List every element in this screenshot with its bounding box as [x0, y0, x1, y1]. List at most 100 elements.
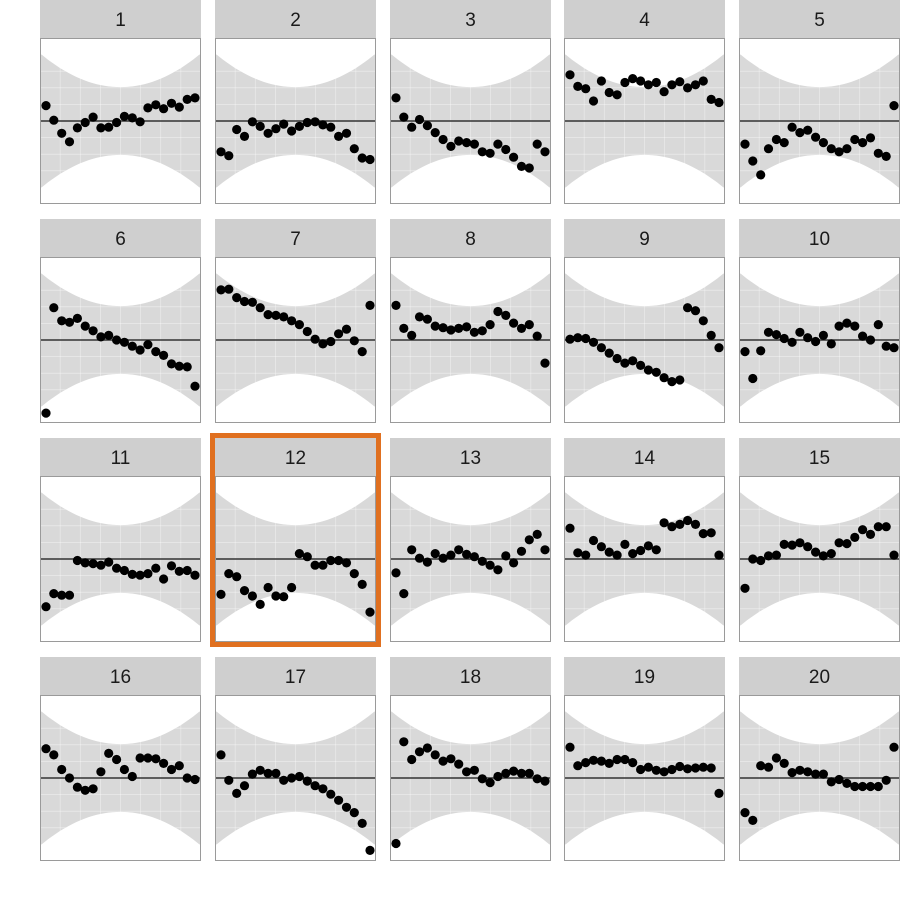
- data-point: [771, 134, 782, 145]
- data-point: [318, 120, 328, 130]
- data-point: [119, 565, 129, 576]
- data-point: [302, 117, 312, 128]
- data-point: [422, 314, 432, 324]
- data-point: [88, 784, 98, 794]
- data-point: [596, 343, 607, 353]
- data-point: [357, 579, 367, 590]
- panel-label: 4: [639, 10, 650, 31]
- data-point: [414, 747, 425, 757]
- data-point: [501, 768, 511, 779]
- data-point: [341, 324, 352, 334]
- data-point: [263, 310, 273, 320]
- data-point: [477, 147, 487, 157]
- data-point: [573, 333, 583, 343]
- data-point: [667, 80, 677, 90]
- data-point: [675, 761, 685, 772]
- data-point: [740, 583, 750, 593]
- data-point: [104, 330, 114, 340]
- data-point: [174, 361, 184, 371]
- data-point: [239, 586, 250, 596]
- data-point: [565, 523, 575, 533]
- data-point: [135, 117, 145, 127]
- data-point: [96, 332, 106, 342]
- data-point: [57, 764, 67, 775]
- data-point: [612, 90, 622, 100]
- panel-12: 12: [210, 433, 381, 647]
- data-point: [287, 773, 297, 783]
- data-point: [690, 306, 701, 316]
- data-point: [873, 522, 883, 532]
- data-point: [80, 558, 90, 568]
- panel-label: 11: [111, 448, 131, 469]
- data-point: [858, 138, 868, 148]
- data-point: [224, 151, 234, 161]
- data-point: [826, 549, 836, 559]
- panel-strip: [739, 657, 900, 695]
- data-point: [326, 122, 336, 132]
- data-point: [41, 101, 51, 111]
- data-point: [636, 76, 646, 86]
- data-point: [596, 76, 607, 86]
- data-point: [239, 781, 250, 791]
- data-point: [49, 115, 59, 125]
- data-point: [477, 774, 487, 784]
- panel-8: 8: [390, 219, 551, 423]
- data-point: [573, 81, 583, 91]
- data-point: [477, 326, 487, 336]
- data-point: [232, 788, 242, 799]
- data-point: [643, 762, 654, 772]
- data-point: [706, 528, 716, 538]
- data-point: [612, 550, 622, 560]
- data-point: [714, 343, 724, 353]
- data-point: [524, 320, 534, 330]
- panel-label: 3: [465, 10, 476, 31]
- data-point: [72, 123, 82, 133]
- data-point: [310, 117, 320, 127]
- panel-border: [40, 38, 201, 204]
- data-point: [127, 569, 137, 580]
- data-point: [112, 335, 122, 345]
- data-point: [659, 767, 669, 777]
- data-point: [698, 316, 708, 326]
- data-point: [224, 775, 234, 785]
- data-point: [239, 296, 250, 307]
- data-point: [612, 353, 622, 364]
- data-point: [57, 590, 67, 600]
- data-point: [873, 781, 883, 792]
- data-point: [446, 550, 456, 560]
- panel-strip: [390, 657, 551, 695]
- data-point: [182, 362, 192, 372]
- data-point: [174, 761, 184, 771]
- panel-label: 9: [639, 229, 650, 250]
- data-point: [636, 360, 646, 370]
- data-point: [706, 763, 716, 773]
- highlight-frame: [210, 433, 381, 647]
- data-point: [588, 755, 599, 765]
- data-point: [357, 347, 367, 357]
- data-point: [119, 764, 129, 775]
- data-point: [88, 112, 98, 122]
- data-point: [811, 336, 821, 347]
- panel-label: 10: [809, 229, 830, 250]
- data-point: [811, 769, 821, 779]
- data-point: [135, 570, 145, 580]
- data-point: [334, 329, 344, 339]
- data-point: [659, 518, 669, 528]
- data-point: [88, 326, 98, 336]
- data-point: [811, 132, 821, 142]
- data-point: [771, 330, 782, 340]
- data-point: [881, 341, 891, 351]
- data-point: [834, 147, 844, 157]
- data-point: [842, 778, 852, 789]
- data-point: [263, 128, 273, 138]
- data-point: [446, 141, 456, 151]
- data-point: [255, 303, 265, 313]
- data-point: [341, 558, 352, 568]
- data-point: [104, 122, 114, 132]
- data-point: [182, 773, 192, 783]
- data-point: [516, 323, 527, 333]
- data-point: [454, 545, 464, 555]
- panel-strip: [564, 219, 725, 257]
- data-point: [667, 522, 677, 532]
- data-point: [462, 767, 472, 777]
